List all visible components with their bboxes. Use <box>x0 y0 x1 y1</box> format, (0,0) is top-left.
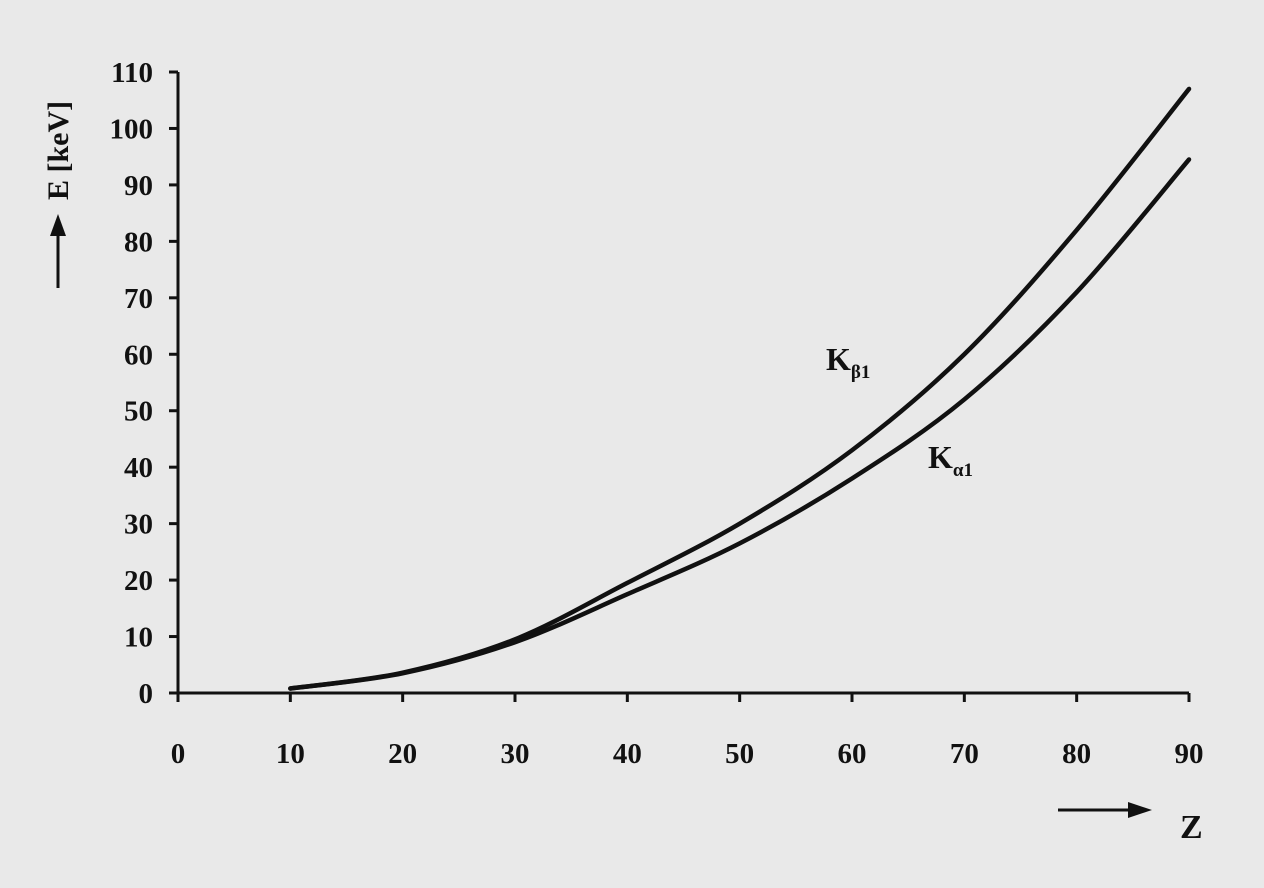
y-axis-arrow-head <box>50 214 66 236</box>
y-axis-title: E [keV] <box>42 101 75 200</box>
series-line-kbeta1 <box>288 86 1192 691</box>
y-tick-label: 0 <box>139 678 154 710</box>
x-tick-label: 80 <box>1062 738 1091 770</box>
series-label-kbeta1: Kβ1 <box>826 341 870 383</box>
x-tick-label: 30 <box>501 738 530 770</box>
x-tick-label: 70 <box>950 738 979 770</box>
y-tick-label: 50 <box>124 396 153 428</box>
x-tick-label: 60 <box>838 738 867 770</box>
series-line-kalpha1 <box>288 157 1192 691</box>
y-tick-label: 100 <box>110 113 154 145</box>
x-axis-title: Z <box>1180 809 1203 846</box>
x-tick-label: 50 <box>725 738 754 770</box>
y-tick-label: 20 <box>124 565 153 597</box>
x-tick-label: 20 <box>388 738 417 770</box>
x-tick-label: 40 <box>613 738 642 770</box>
y-tick-label: 10 <box>124 622 153 654</box>
ticks: 0 10 20 30 40 50 60 70 80 90 0 10 20 30 40 50 60 70 80 90 10… <box>110 57 1204 770</box>
y-tick-label: 30 <box>124 509 153 541</box>
x-tick-label: 90 <box>1175 738 1204 770</box>
y-axis-title-group: E [keV] <box>42 101 75 288</box>
x-axis-title-group: Z <box>1058 802 1203 846</box>
y-tick-label: 110 <box>111 57 153 89</box>
y-tick-label: 60 <box>124 339 153 371</box>
series-label-kalpha1: Kα1 <box>928 439 973 481</box>
series-group <box>288 86 1192 691</box>
y-tick-label: 80 <box>124 226 153 258</box>
x-tick-label: 0 <box>171 738 186 770</box>
x-tick-label: 10 <box>276 738 305 770</box>
y-tick-label: 90 <box>124 170 153 202</box>
y-tick-label: 70 <box>124 283 153 315</box>
y-tick-label: 40 <box>124 452 153 484</box>
x-axis-arrow-head <box>1128 802 1152 818</box>
axes <box>176 72 1189 695</box>
